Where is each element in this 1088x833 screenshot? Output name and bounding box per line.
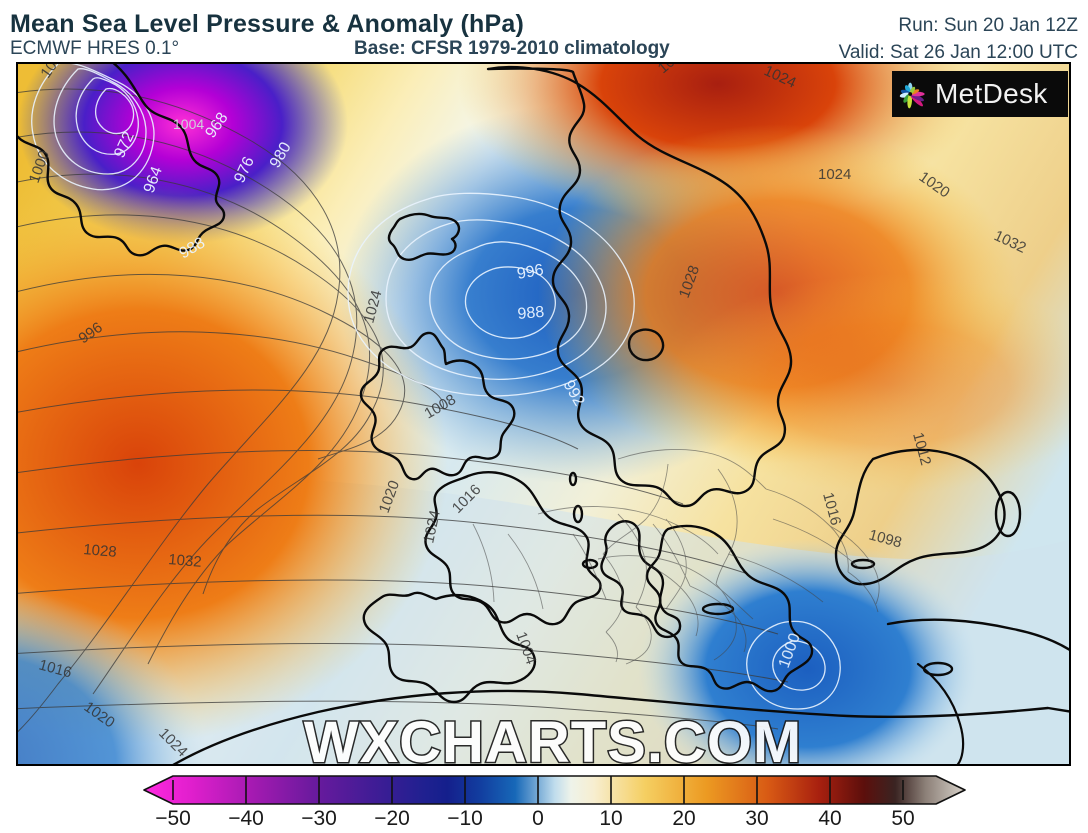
svg-text:1024: 1024 xyxy=(818,166,851,183)
svg-text:0: 0 xyxy=(532,807,544,830)
svg-text:−50: −50 xyxy=(155,807,191,830)
svg-text:40: 40 xyxy=(818,807,841,830)
svg-text:50: 50 xyxy=(891,807,914,830)
svg-text:1032: 1032 xyxy=(168,551,203,571)
svg-text:30: 30 xyxy=(745,807,768,830)
svg-text:−30: −30 xyxy=(301,807,337,830)
svg-text:1028: 1028 xyxy=(83,541,118,561)
svg-text:WXCHARTS.COM: WXCHARTS.COM xyxy=(304,710,803,766)
svg-text:988: 988 xyxy=(517,304,545,323)
svg-text:−10: −10 xyxy=(447,807,483,830)
svg-text:10: 10 xyxy=(599,807,622,830)
svg-text:−20: −20 xyxy=(374,807,410,830)
svg-text:20: 20 xyxy=(672,807,695,830)
svg-text:−40: −40 xyxy=(228,807,264,830)
svg-text:1004: 1004 xyxy=(173,116,204,132)
